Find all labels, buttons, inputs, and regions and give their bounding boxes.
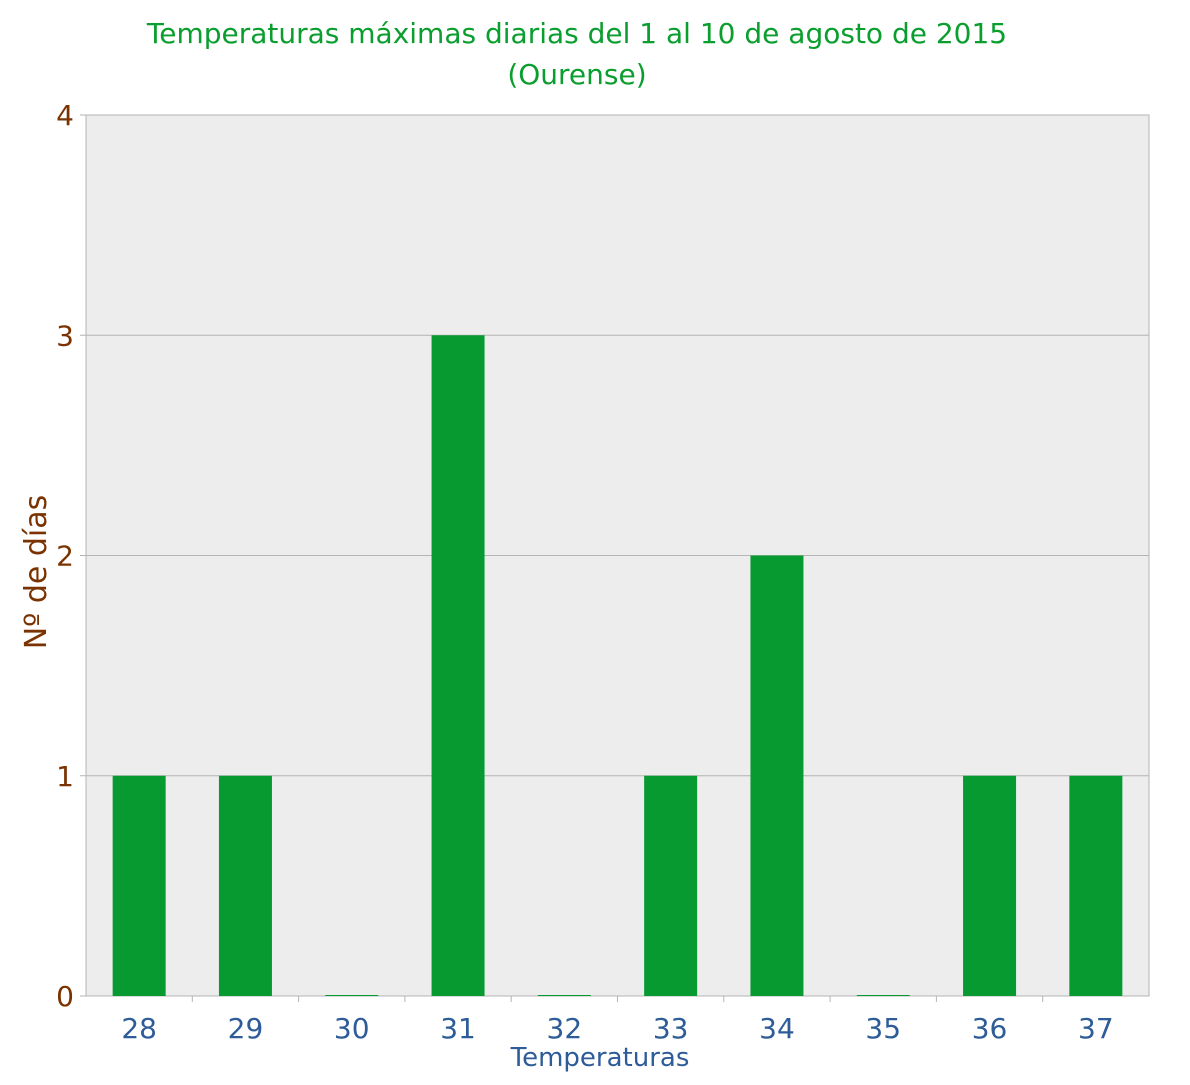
y-tick-label: 0	[56, 980, 74, 1013]
bar	[325, 995, 379, 996]
bar	[963, 775, 1017, 996]
x-tick-label: 34	[759, 1012, 795, 1045]
x-tick-label: 33	[653, 1012, 689, 1045]
x-axis-label: Temperaturas	[510, 1043, 690, 1073]
bar	[537, 995, 591, 996]
bar	[1069, 775, 1123, 996]
bar	[218, 775, 272, 996]
x-tick-label: 30	[334, 1012, 370, 1045]
x-tick-label: 36	[972, 1012, 1008, 1045]
y-tick-label: 1	[56, 760, 74, 793]
chart-subtitle: (Ourense)	[507, 58, 646, 91]
chart-title: Temperaturas máximas diarias del 1 al 10…	[146, 17, 1007, 50]
x-tick-label: 37	[1078, 1012, 1114, 1045]
y-tick-label: 2	[56, 540, 74, 573]
y-tick-label: 3	[56, 319, 74, 352]
y-axis-label: Nº de días	[19, 495, 54, 650]
bar	[750, 555, 804, 996]
x-tick-label: 32	[547, 1012, 583, 1045]
x-tick-label: 29	[228, 1012, 264, 1045]
y-tick-label: 4	[56, 99, 74, 132]
x-tick-label: 28	[121, 1012, 157, 1045]
bar	[644, 775, 698, 996]
bar	[431, 335, 485, 996]
x-tick-label: 35	[865, 1012, 901, 1045]
bar	[112, 775, 166, 996]
x-tick-label: 31	[440, 1012, 476, 1045]
bar	[856, 995, 910, 996]
